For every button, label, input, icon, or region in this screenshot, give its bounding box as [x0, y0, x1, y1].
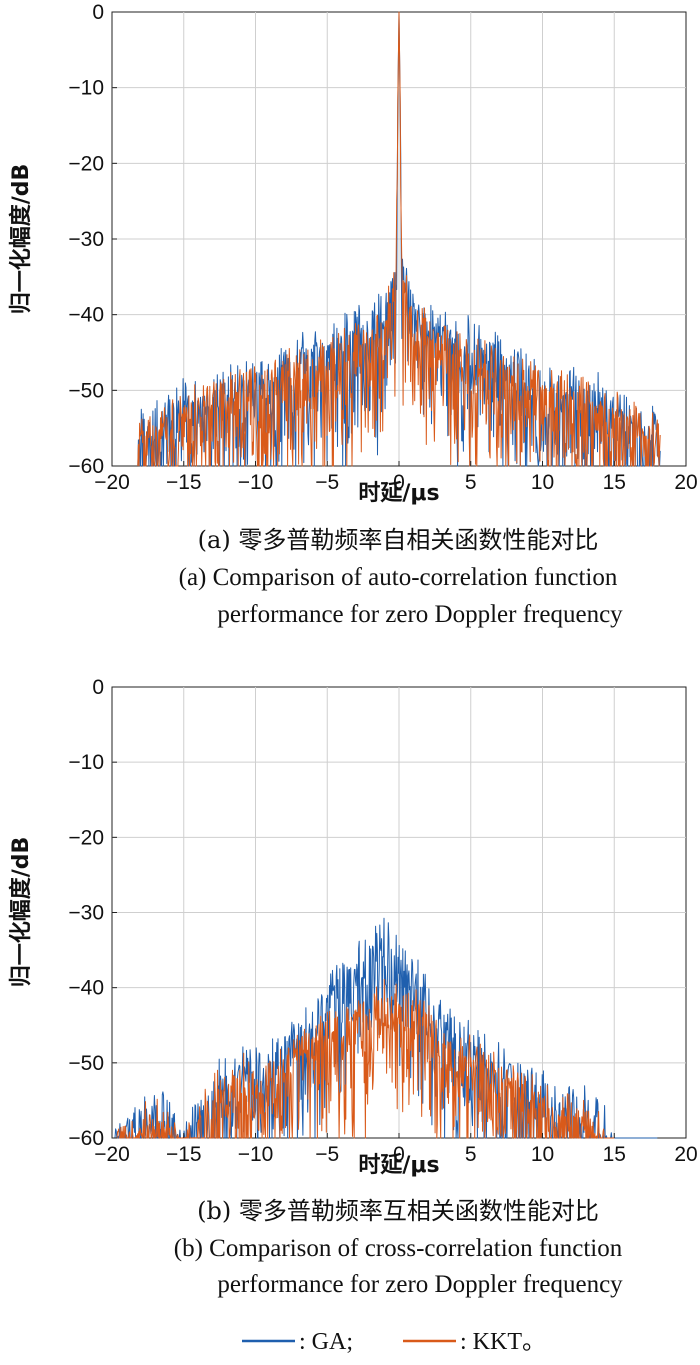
series-b [112, 917, 658, 1139]
x-tick-label: 20 [674, 471, 697, 494]
y-tick-label: −60 [68, 455, 104, 478]
x-tick-label: −5 [315, 1143, 339, 1166]
x-axis-label-a: 时延/μs [358, 481, 439, 506]
x-tick-label: 20 [674, 1143, 697, 1166]
caption-cn-b: (b) 零多普勒频率互相关函数性能对比 [197, 1197, 599, 1225]
y-tick-label: −30 [68, 902, 104, 925]
y-tick-label: −30 [68, 228, 104, 251]
y-axis-label-b: 归一化幅度/dB [8, 837, 34, 988]
series-line-kkt [112, 978, 615, 1139]
x-tick-label: 15 [603, 471, 626, 494]
x-tick-label: 10 [531, 1143, 554, 1166]
series-line-kkt [137, 11, 661, 467]
panel-b: −20 −15 −10 −5 0 5 10 15 200−10−20−30−40−50−60 时… [8, 676, 698, 1298]
x-tick-label: −10 [238, 1143, 274, 1166]
y-tick-label: 0 [92, 676, 104, 699]
caption-en-b-line1: (b) Comparison of cross-correlation func… [174, 1235, 623, 1262]
y-tick-label: −40 [68, 977, 104, 1000]
x-tick-label: −20 [94, 1143, 130, 1166]
x-tick-label: −15 [166, 471, 202, 494]
x-tick-label: −10 [238, 471, 274, 494]
x-tick-label: 15 [603, 1143, 626, 1166]
y-tick-label: −10 [68, 77, 104, 100]
y-tick-label: −20 [68, 826, 104, 849]
y-tick-label: −60 [68, 1127, 104, 1150]
x-tick-label: −20 [94, 471, 130, 494]
y-tick-label: −50 [68, 1052, 104, 1075]
legend-label-kkt: : KKT。 [460, 1329, 546, 1355]
legend: : GA; : KKT。 [242, 1329, 546, 1355]
y-tick-label: −20 [68, 152, 104, 175]
x-axis-label-b: 时延/μs [358, 1153, 439, 1178]
caption-en-a-line1: (a) Comparison of auto-correlation funct… [179, 564, 618, 591]
y-axis-label-a: 归一化幅度/dB [8, 164, 34, 315]
x-tick-label: 10 [531, 471, 554, 494]
y-tick-label: −40 [68, 304, 104, 327]
x-tick-label: 5 [465, 1143, 477, 1166]
y-tick-label: 0 [92, 1, 104, 24]
x-tick-label: −15 [166, 1143, 202, 1166]
series-a [137, 11, 661, 467]
y-tick-label: −50 [68, 379, 104, 402]
ticks-b: −20 −15 −10 −5 0 5 10 15 200−10−20−30−40−50−60 [68, 676, 697, 1166]
x-tick-label: −5 [315, 471, 339, 494]
y-tick-label: −10 [68, 751, 104, 774]
x-tick-label: 0 [393, 471, 405, 494]
caption-en-a-line2: performance for zero Doppler frequency [217, 601, 623, 628]
panel-a: −20 −15 −10 −5 0 5 10 15 200−10−20−30−40−50−60 时… [8, 1, 698, 628]
caption-en-b-line2: performance for zero Doppler frequency [217, 1271, 623, 1298]
ticks-a: −20 −15 −10 −5 0 5 10 15 200−10−20−30−40−50−60 [68, 1, 697, 494]
legend-label-ga: : GA; [299, 1329, 353, 1355]
x-tick-label: 0 [393, 1143, 405, 1166]
x-tick-label: 5 [465, 471, 477, 494]
caption-cn-a: (a) 零多普勒频率自相关函数性能对比 [198, 526, 599, 554]
